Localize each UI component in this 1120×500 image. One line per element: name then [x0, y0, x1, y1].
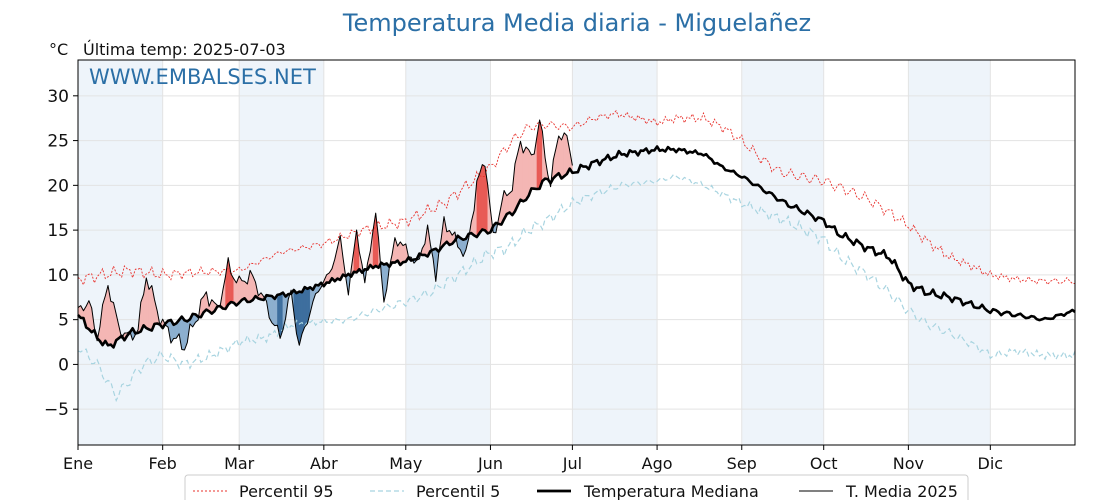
- anomaly-below: [271, 295, 275, 327]
- month-band-Jul: [572, 60, 658, 445]
- anomaly-above: [402, 243, 406, 263]
- legend-label-median: Temperatura Mediana: [583, 482, 759, 500]
- series-line-2025: [77, 119, 573, 351]
- plot-frame: [77, 59, 1076, 446]
- x-tick-label: Sep: [727, 454, 757, 473]
- x-tick-label: Ago: [642, 454, 673, 473]
- y-tick-label: 0: [58, 355, 69, 375]
- month-band-Nov: [908, 60, 991, 445]
- series-line-p95: [77, 109, 1076, 286]
- legend-frame: [184, 474, 969, 500]
- y-tick-label: 20: [47, 176, 69, 196]
- anomaly-below: [181, 315, 185, 351]
- x-tick-label: Ene: [63, 454, 93, 473]
- month-band-Mar: [239, 60, 324, 445]
- y-tick-label: 25: [47, 132, 69, 152]
- x-axis-ticks: Ene Feb Mar Abr May Jun Jul Ago Sep Oct Nov Dic: [63, 445, 1003, 473]
- series-line-median: [77, 145, 1076, 349]
- anomaly-above: [479, 164, 483, 234]
- y-tick-label: 15: [47, 221, 69, 241]
- x-tick-label: Dic: [978, 454, 1004, 473]
- anomaly-above: [531, 153, 535, 189]
- x-tick-label: Jun: [477, 454, 503, 473]
- y-axis-ticks: −5 0 5 10 15 20 25 30: [44, 87, 78, 420]
- chart-title: Temperatura Media diaria - Miguelañez: [342, 9, 811, 37]
- anomaly-below: [304, 286, 308, 328]
- x-tick-label: Jul: [562, 454, 582, 473]
- y-tick-label: 5: [58, 311, 69, 331]
- y-tick-label: −5: [44, 400, 69, 420]
- legend-label-p95: Percentil 95: [239, 482, 334, 500]
- month-band-Sep: [741, 60, 824, 445]
- anomaly-above: [476, 173, 480, 238]
- legend-label-year: T. Media 2025: [845, 482, 958, 500]
- last-temp-label: Última temp: 2025-07-03: [83, 40, 286, 59]
- series-lines: [77, 109, 1076, 403]
- series-line-p5: [77, 173, 1076, 403]
- anomaly-above: [482, 164, 486, 231]
- anomaly-above: [110, 300, 114, 348]
- anomaly-above: [525, 146, 529, 201]
- x-tick-label: Nov: [893, 454, 924, 473]
- month-bands: [78, 60, 991, 445]
- x-tick-label: Feb: [149, 454, 177, 473]
- x-tick-label: May: [389, 454, 422, 473]
- x-tick-label: Mar: [224, 454, 255, 473]
- legend-label-p5: Percentil 5: [416, 482, 500, 500]
- watermark: WWW.EMBALSES.NET: [89, 65, 316, 89]
- legend: Percentil 95 Percentil 5 Temperatura Med…: [184, 474, 969, 500]
- y-tick-label: 30: [47, 87, 69, 107]
- anomaly-above: [523, 146, 527, 202]
- unit-label: °C: [49, 40, 68, 59]
- month-band-Ene: [78, 60, 163, 445]
- anomaly-above: [506, 192, 510, 215]
- month-band-May: [405, 60, 491, 445]
- x-tick-label: Oct: [810, 454, 838, 473]
- y-tick-label: 10: [47, 266, 69, 286]
- anomaly-above: [564, 132, 568, 177]
- x-tick-label: Abr: [310, 454, 338, 473]
- anomaly-above: [241, 280, 245, 301]
- anomaly-above: [148, 284, 152, 331]
